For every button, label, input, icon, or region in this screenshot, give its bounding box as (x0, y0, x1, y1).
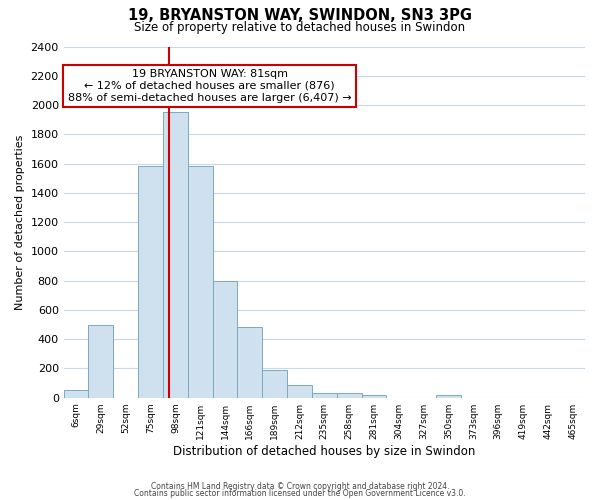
Bar (287, 384, 312, 398)
Text: 19, BRYANSTON WAY, SWINDON, SN3 3PG: 19, BRYANSTON WAY, SWINDON, SN3 3PG (128, 8, 472, 22)
Text: 19 BRYANSTON WAY: 81sqm
← 12% of detached houses are smaller (876)
88% of semi-d: 19 BRYANSTON WAY: 81sqm ← 12% of detache… (68, 70, 352, 102)
Bar (163, 112, 188, 398)
X-axis label: Distribution of detached houses by size in Swindon: Distribution of detached houses by size … (173, 444, 476, 458)
Bar (312, 392, 337, 398)
Bar (436, 395, 461, 398)
Bar (362, 395, 386, 398)
Bar (337, 394, 362, 398)
Text: Size of property relative to detached houses in Swindon: Size of property relative to detached ho… (134, 21, 466, 34)
Bar (138, 166, 163, 398)
Bar (262, 370, 287, 398)
Y-axis label: Number of detached properties: Number of detached properties (15, 134, 25, 310)
Bar (88, 324, 113, 398)
Bar (238, 328, 262, 398)
Bar (212, 280, 238, 398)
Bar (188, 166, 212, 398)
Text: Contains HM Land Registry data © Crown copyright and database right 2024.: Contains HM Land Registry data © Crown c… (151, 482, 449, 491)
Bar (64, 390, 88, 398)
Text: Contains public sector information licensed under the Open Government Licence v3: Contains public sector information licen… (134, 490, 466, 498)
